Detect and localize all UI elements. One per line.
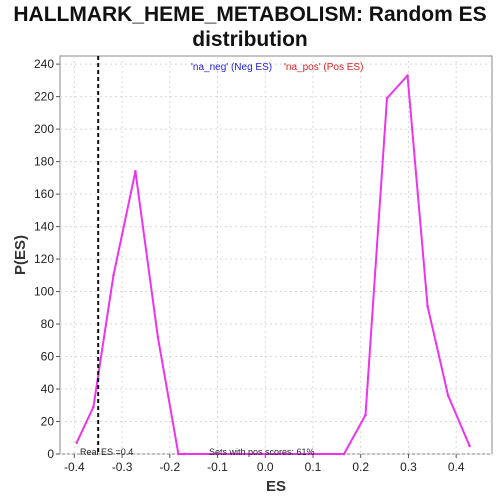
data-point	[75, 441, 78, 444]
y-tick-label: 100	[34, 285, 54, 299]
x-tick-label: -0.1	[207, 460, 228, 474]
data-point	[426, 305, 429, 308]
y-axis-label: P(ES)	[12, 235, 29, 275]
y-tick-label: 180	[34, 155, 54, 169]
plot-area	[60, 56, 492, 454]
pos-scores-annotation: Sets with pos scores: 61%	[209, 447, 315, 457]
y-tick-label: 40	[41, 382, 55, 396]
x-tick-label: 0.0	[257, 460, 274, 474]
x-tick-label: 0.2	[352, 460, 369, 474]
data-point	[406, 74, 409, 77]
data-point	[364, 414, 367, 417]
y-tick-label: 240	[34, 57, 54, 71]
data-point	[112, 274, 115, 277]
y-tick-label: 60	[41, 350, 55, 364]
data-point	[183, 453, 186, 456]
y-tick-label: 80	[41, 317, 55, 331]
y-tick-label: 160	[34, 187, 54, 201]
legend-neg-label: 'na_neg' (Neg ES)	[191, 62, 272, 73]
y-tick-label: 220	[34, 90, 54, 104]
x-tick-label: 0.1	[305, 460, 322, 474]
legend-pos-label: 'na_pos' (Pos ES)	[284, 62, 363, 73]
data-point	[177, 453, 180, 456]
data-point	[343, 453, 346, 456]
y-tick-label: 20	[41, 415, 55, 429]
x-tick-label: -0.2	[159, 460, 180, 474]
x-tick-label: -0.4	[64, 460, 85, 474]
real-es-annotation: Real ES =0.4	[80, 447, 133, 457]
data-point	[468, 445, 471, 448]
y-tick-label: 140	[34, 220, 54, 234]
y-tick-label: 200	[34, 122, 54, 136]
x-tick-label: -0.3	[112, 460, 133, 474]
data-point	[157, 336, 160, 339]
y-tick-label: 0	[47, 447, 54, 461]
x-tick-label: 0.3	[400, 460, 417, 474]
data-point	[447, 394, 450, 397]
x-tick-label: 0.4	[448, 460, 465, 474]
data-point	[134, 170, 137, 173]
x-axis-label: ES	[266, 478, 286, 495]
data-point	[92, 406, 95, 409]
data-point	[386, 97, 389, 100]
y-tick-label: 120	[34, 252, 54, 266]
